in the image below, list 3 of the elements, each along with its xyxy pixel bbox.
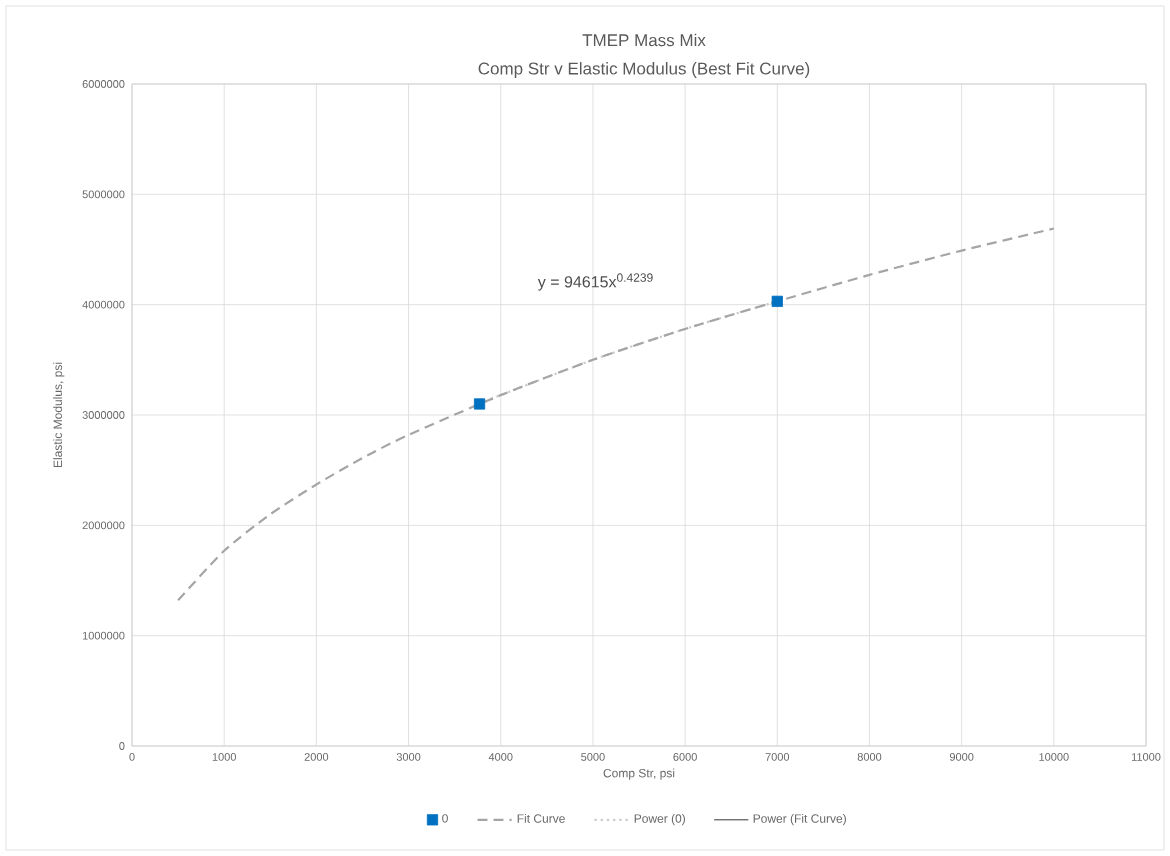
annotation: y = 94615x$^{0.4239}$ (537, 273, 653, 291)
chart-title: TMEP Mass Mix (582, 33, 706, 47)
chart-subtitle: Comp Str v Elastic Modulus (Best Fit Curve) (478, 62, 810, 78)
